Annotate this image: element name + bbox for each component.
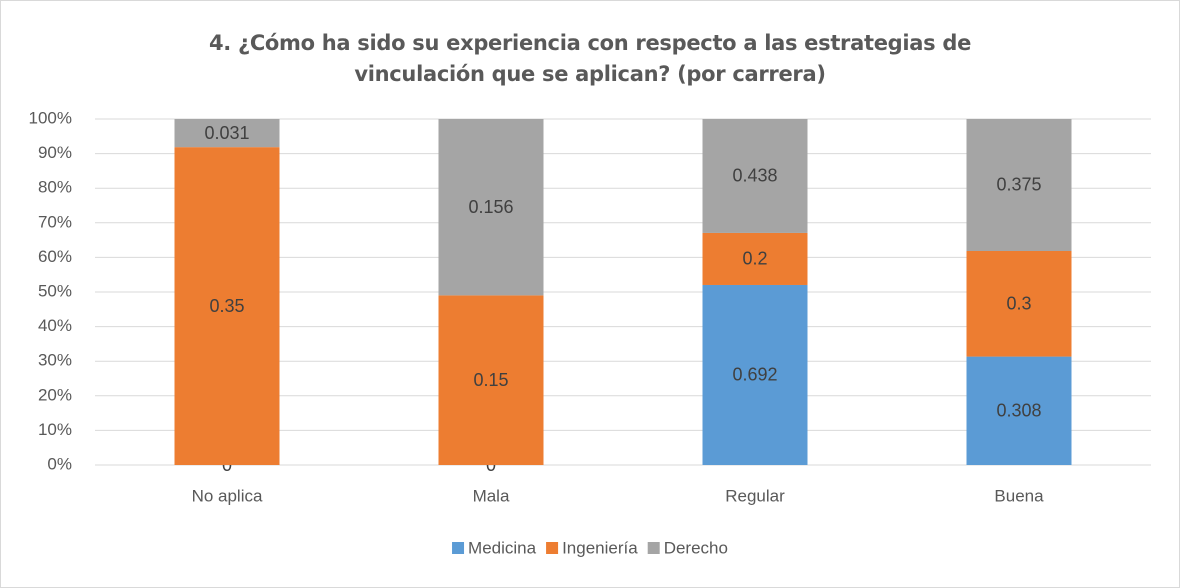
data-label: 0.2	[742, 249, 767, 269]
y-tick-label: 70%	[38, 212, 72, 231]
x-tick-label: Mala	[473, 486, 510, 505]
chart-title: 4. ¿Cómo ha sido su experiencia con resp…	[208, 31, 972, 86]
y-tick-label: 20%	[38, 385, 72, 404]
bar-segment	[702, 232, 808, 285]
y-tick-label: 30%	[38, 351, 72, 370]
x-tick-label: Regular	[725, 486, 785, 505]
y-tick-label: 0%	[47, 454, 72, 473]
bar-segment	[438, 119, 544, 296]
data-label: 0.15	[473, 370, 508, 390]
data-label: 0.692	[732, 365, 777, 385]
bar-segment	[966, 119, 1072, 251]
x-tick-label: Buena	[994, 486, 1044, 505]
bar-segment	[702, 119, 808, 233]
y-tick-label: 10%	[38, 420, 72, 439]
legend-swatch	[546, 542, 559, 554]
y-tick-label: 80%	[38, 178, 72, 197]
data-label: 0.156	[468, 197, 513, 217]
y-tick-label: 90%	[38, 143, 72, 162]
y-tick-label: 40%	[38, 316, 72, 335]
bar-segment	[702, 284, 808, 465]
data-label: 0.35	[209, 296, 244, 316]
data-label: 0.308	[996, 401, 1041, 421]
data-label: 0.031	[204, 123, 249, 143]
y-tick-label: 60%	[38, 247, 72, 266]
bar-segment	[966, 250, 1072, 357]
legend-label: Ingeniería	[562, 538, 638, 557]
data-label: 0.438	[732, 166, 777, 186]
legend-swatch	[647, 542, 660, 554]
y-tick-label: 50%	[38, 281, 72, 300]
bar-segment	[174, 147, 280, 466]
bar-segment	[966, 356, 1072, 465]
data-label: 0.375	[996, 175, 1041, 195]
bar-segment	[174, 119, 280, 148]
legend-label: Derecho	[664, 538, 728, 557]
data-label: 0.3	[1006, 294, 1031, 314]
bar-segment	[438, 295, 544, 465]
y-tick-label: 100%	[29, 108, 72, 127]
x-tick-label: No aplica	[192, 486, 263, 505]
legend-label: Medicina	[468, 538, 537, 557]
legend-swatch	[452, 542, 465, 554]
